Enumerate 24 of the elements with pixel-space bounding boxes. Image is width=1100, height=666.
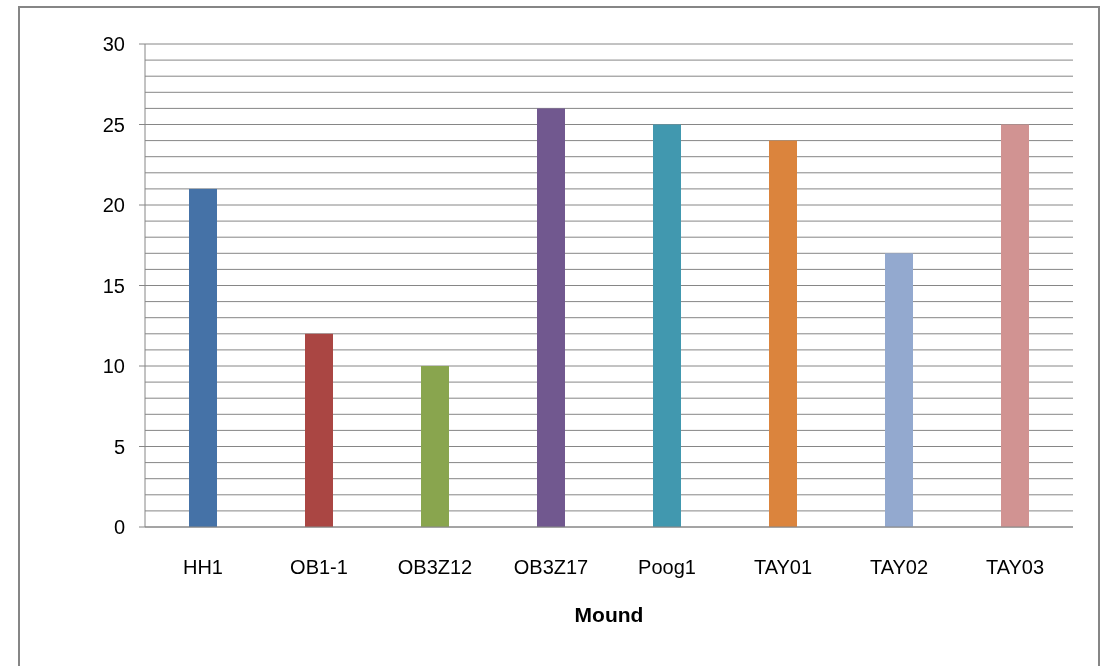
y-tick-label: 25 bbox=[102, 113, 125, 136]
bar bbox=[769, 140, 797, 527]
bar bbox=[189, 188, 217, 527]
x-tick-label: Poog1 bbox=[638, 556, 696, 578]
bar bbox=[421, 366, 449, 527]
y-tick-label: 20 bbox=[102, 194, 125, 216]
x-tick-label: TAY01 bbox=[753, 556, 813, 578]
x-tick-label: OB1-1 bbox=[290, 556, 348, 578]
bar bbox=[1001, 124, 1029, 527]
x-tick-label: OB3Z17 bbox=[513, 556, 589, 578]
y-tick-label: 5 bbox=[113, 435, 125, 458]
bar bbox=[885, 253, 913, 527]
x-axis-title: Mound bbox=[574, 603, 644, 626]
y-tick-label: 30 bbox=[102, 33, 125, 55]
bar bbox=[537, 108, 565, 527]
x-tick-label: TAY03 bbox=[985, 556, 1045, 578]
bar bbox=[305, 333, 333, 527]
y-tick-label: 10 bbox=[102, 355, 125, 377]
y-tick-label: 0 bbox=[113, 516, 125, 538]
bar bbox=[653, 124, 681, 527]
x-tick-label: OB3Z12 bbox=[397, 556, 473, 578]
x-tick-label: TAY02 bbox=[869, 556, 929, 578]
x-tick-label: HH1 bbox=[182, 556, 224, 578]
y-tick-label: 15 bbox=[102, 274, 125, 297]
